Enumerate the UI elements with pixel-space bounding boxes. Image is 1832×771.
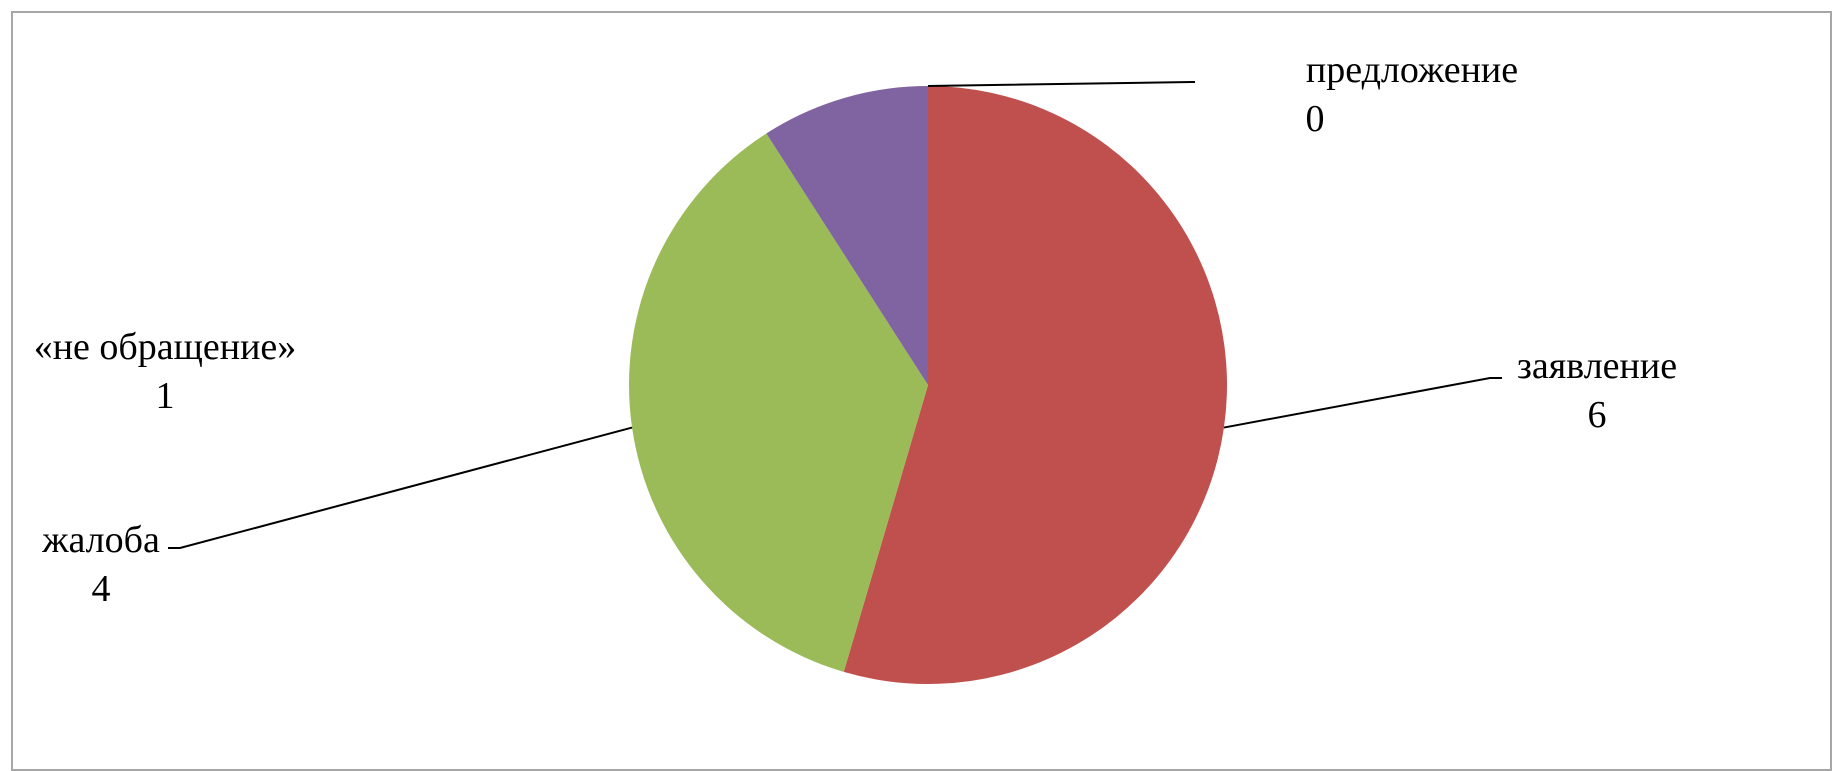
label-zhaloba-name: жалоба (41, 519, 160, 561)
pie-chart: предложение 0 заявление 6 «не обращение»… (34, 49, 1677, 684)
leader-line-жалоба (168, 426, 633, 549)
leader-line-предложение (927, 81, 1195, 87)
label-zhaloba-value: 4 (92, 568, 111, 610)
pie-slices (629, 86, 1227, 684)
pie-slice-жалоба (629, 133, 928, 672)
pie-slice-заявление (843, 86, 1227, 684)
label-zayavlenie-value: 6 (1588, 394, 1607, 436)
label-predlozhenie-name: предложение (1306, 49, 1518, 91)
label-ne-obrashchenie-value: 1 (156, 375, 175, 417)
label-predlozhenie-value: 0 (1306, 98, 1325, 140)
label-ne-obrashchenie-name: «не обращение» (34, 326, 297, 368)
leader-lines (168, 81, 1502, 549)
label-zayavlenie-name: заявление (1517, 345, 1677, 387)
leader-line-заявление (1223, 377, 1502, 429)
pie-slice-не-обращение (766, 86, 928, 385)
